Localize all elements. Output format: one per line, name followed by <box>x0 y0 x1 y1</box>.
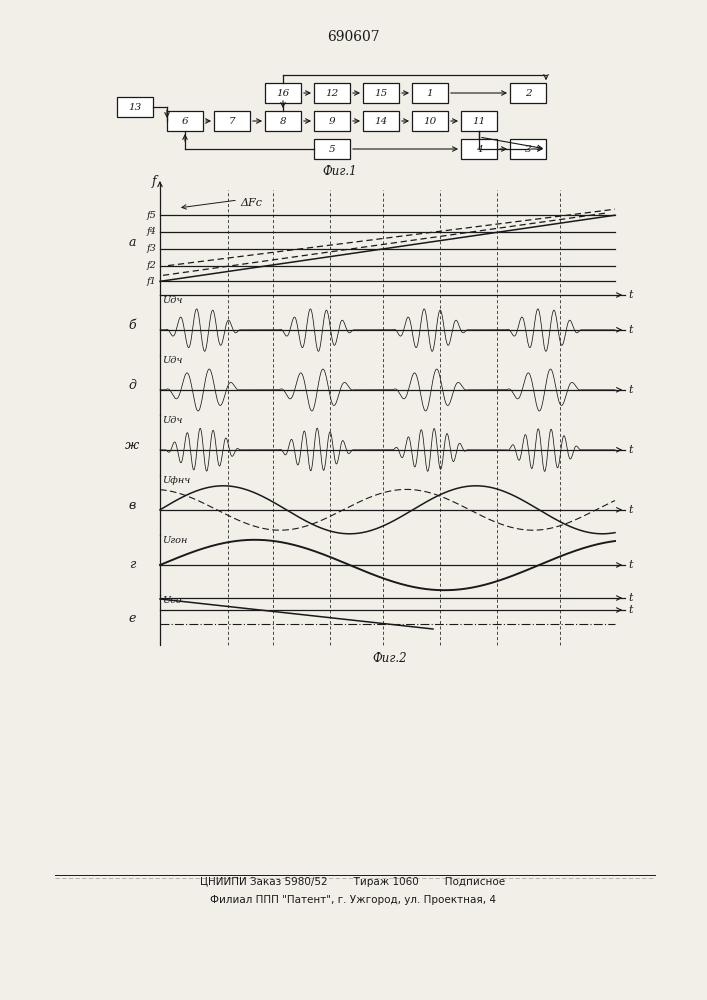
Text: t: t <box>628 560 633 570</box>
Text: а: а <box>128 236 136 249</box>
Text: t: t <box>628 385 633 395</box>
Text: Фиг.1: Фиг.1 <box>322 165 357 178</box>
Text: 8: 8 <box>280 116 286 125</box>
Text: 14: 14 <box>375 116 387 125</box>
Text: f: f <box>151 176 156 188</box>
Text: t: t <box>628 325 633 335</box>
Text: 690607: 690607 <box>327 30 380 44</box>
Text: t: t <box>628 290 633 300</box>
Text: 9: 9 <box>329 116 335 125</box>
Text: 13: 13 <box>129 103 141 111</box>
Text: 1: 1 <box>427 89 433 98</box>
Text: Uдч: Uдч <box>162 416 182 425</box>
Bar <box>314 139 350 159</box>
Text: f1: f1 <box>146 277 156 286</box>
Text: 16: 16 <box>276 89 290 98</box>
Bar <box>510 83 546 103</box>
Text: д: д <box>128 379 136 392</box>
Text: Uдч: Uдч <box>162 356 182 365</box>
Text: 6: 6 <box>182 116 188 125</box>
Text: t: t <box>628 445 633 455</box>
Text: Uгон: Uгон <box>162 536 187 545</box>
Bar <box>167 111 203 131</box>
Text: 12: 12 <box>325 89 339 98</box>
Bar <box>214 111 250 131</box>
Text: б: б <box>128 319 136 332</box>
Text: t: t <box>628 505 633 515</box>
Text: Uфнч: Uфнч <box>162 476 190 485</box>
Bar <box>412 111 448 131</box>
Text: t: t <box>628 605 633 615</box>
Bar <box>510 139 546 159</box>
Text: Филиал ППП "Патент", г. Ужгород, ул. Проектная, 4: Филиал ППП "Патент", г. Ужгород, ул. Про… <box>210 895 496 905</box>
Text: 7: 7 <box>228 116 235 125</box>
Bar <box>265 111 301 131</box>
Bar <box>314 111 350 131</box>
Bar <box>461 139 497 159</box>
Text: f4: f4 <box>146 228 156 236</box>
Bar <box>412 83 448 103</box>
Text: г: г <box>129 558 135 572</box>
Text: ΔFc: ΔFc <box>240 198 262 208</box>
Text: t: t <box>628 593 633 603</box>
Text: 5: 5 <box>329 144 335 153</box>
Text: f3: f3 <box>146 244 156 253</box>
Text: 15: 15 <box>375 89 387 98</box>
Text: Uдч: Uдч <box>162 296 182 305</box>
Text: ЦНИИПИ Заказ 5980/52        Тираж 1060        Подписное: ЦНИИПИ Заказ 5980/52 Тираж 1060 Подписно… <box>201 877 506 887</box>
Text: 2: 2 <box>525 89 532 98</box>
Text: 11: 11 <box>472 116 486 125</box>
Text: 4: 4 <box>476 144 482 153</box>
Text: Uсо: Uсо <box>162 596 182 605</box>
Bar <box>363 83 399 103</box>
Text: f2: f2 <box>146 261 156 270</box>
Text: в: в <box>129 499 136 512</box>
Text: f5: f5 <box>146 211 156 220</box>
Bar <box>117 97 153 117</box>
Text: ж: ж <box>125 439 139 452</box>
Text: 3: 3 <box>525 144 532 153</box>
Text: 10: 10 <box>423 116 437 125</box>
Bar <box>461 111 497 131</box>
Text: е: е <box>128 611 136 624</box>
Bar <box>314 83 350 103</box>
Bar <box>265 83 301 103</box>
Text: Фиг.2: Фиг.2 <box>373 652 407 665</box>
Bar <box>363 111 399 131</box>
